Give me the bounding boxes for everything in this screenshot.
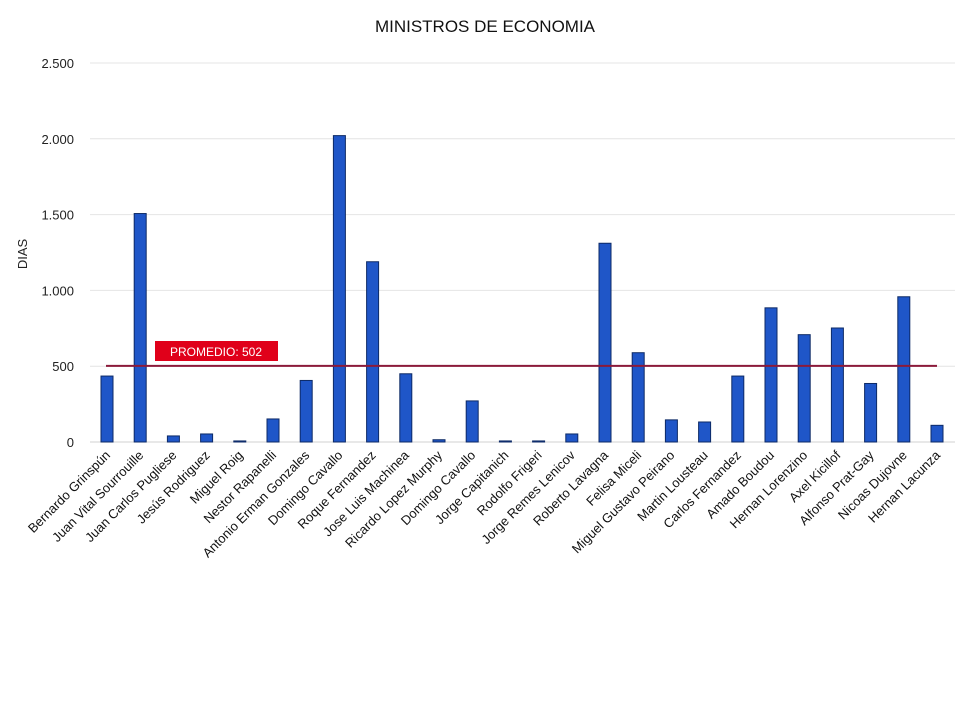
bar <box>332 135 346 443</box>
y-tick-label: 2.500 <box>41 56 74 71</box>
bar <box>166 435 180 443</box>
bar <box>664 419 678 443</box>
bar <box>764 307 778 443</box>
y-tick-label: 500 <box>52 359 74 374</box>
y-tick-label: 2.000 <box>41 132 74 147</box>
bar <box>399 373 413 443</box>
bar <box>830 327 844 443</box>
bar <box>897 296 911 443</box>
bar <box>233 440 247 443</box>
chart-title: MINISTROS DE ECONOMIA <box>375 17 596 36</box>
bar <box>731 375 745 443</box>
average-label: PROMEDIO: 502 <box>170 345 262 359</box>
y-tick-label: 0 <box>67 435 74 450</box>
bar <box>698 421 712 443</box>
bar <box>930 424 944 443</box>
bar <box>465 400 479 443</box>
bar <box>299 379 313 443</box>
bar <box>598 242 612 443</box>
y-tick-label: 1.500 <box>41 208 74 223</box>
bar <box>498 440 512 443</box>
bar <box>366 261 380 443</box>
bar <box>864 382 878 443</box>
bar <box>432 439 446 443</box>
bar <box>133 213 147 443</box>
bar <box>100 375 114 443</box>
average-label-box <box>155 341 278 361</box>
bar <box>200 433 214 443</box>
y-tick-label: 1.000 <box>41 283 74 298</box>
bar <box>565 433 579 443</box>
bar <box>797 334 811 443</box>
bar <box>532 440 546 443</box>
y-axis-label: DIAS <box>15 239 30 270</box>
bar <box>266 418 280 443</box>
bar <box>631 352 645 443</box>
